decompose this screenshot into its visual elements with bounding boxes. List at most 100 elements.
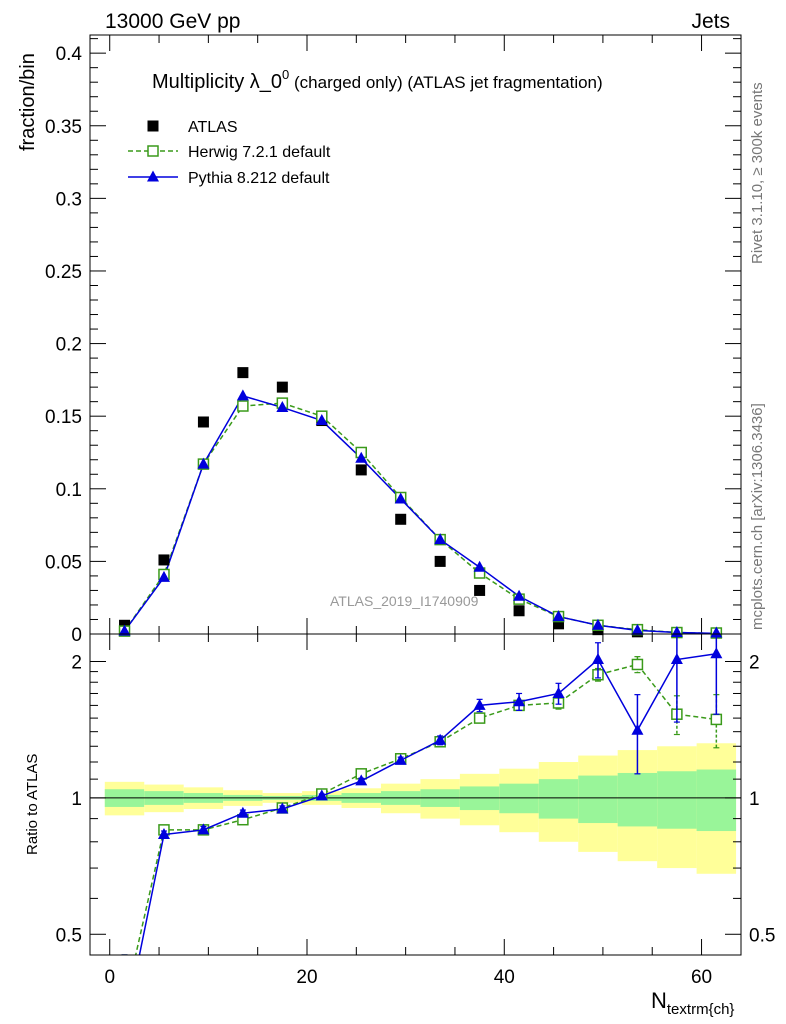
title-rest: (charged only) (ATLAS jet fragmentation) [289,73,602,92]
ratio-xtick-label: 20 [296,967,317,988]
ratio-pythia-point [552,686,565,698]
ratio-panel: 0.5 0.51 12 20 20 40 60 Ratio to ATLAS Ntextrm… [24,633,775,1018]
legend-label-data: ATLAS [188,119,238,136]
pythia-point [355,451,368,463]
pythia-point [473,560,486,572]
ratio-pythia-line [138,653,717,955]
ratio-pythia-point [394,753,407,765]
main-panel: 0 0.05 0.1 0.15 0.2 0.25 0.3 0.35 0.4 ATLAS_2019… [17,34,742,646]
ratio-herwig-point [710,713,723,726]
ratio-band-inner [578,775,618,824]
ratio-ytick-label-right: 1 [749,789,760,810]
data-point [237,367,249,379]
ratio-band-inner [617,772,658,827]
data-point [276,381,288,393]
main-ytick-label: 0 [71,625,82,646]
ratio-pythia-point [236,806,249,818]
data-point [474,584,486,596]
ratio-herwig-point [473,712,486,724]
pythia-line [123,394,717,635]
ratio-xtick-label: 40 [494,967,515,988]
ratio-pythia-point [670,653,683,665]
ratio-ytick-label: 2 [71,652,82,673]
ratio-pythia-point [710,647,723,659]
pythia-point [434,533,447,545]
data-point [553,618,565,630]
legend-marker-pythia [147,170,159,182]
rivet-label: Rivet 3.1.10, ≥ 300k events [749,82,766,264]
ratio-band-inner [538,779,579,819]
legend-label-herwig: Herwig 7.2.1 default [188,144,331,161]
data-point [434,555,446,567]
main-ytick-label: 0.2 [56,335,82,356]
legend-label-pythia: Pythia 8.212 default [188,170,330,187]
pythia-point [315,414,328,426]
main-ytick-label: 0.1 [56,480,82,501]
legend: ATLAS Herwig 7.2.1 default Pythia 8.212 de… [128,119,331,187]
herwig-point [237,400,249,412]
ratio-pythia-point [631,723,644,735]
ratio-data-layer [121,634,723,955]
ratio-xtick-label: 60 [691,967,712,988]
title-main: Multiplicity λ_0 [152,71,282,93]
ratio-ytick-label: 1 [71,789,82,810]
pythia-point [710,626,723,638]
title-sup: 0 [282,67,289,82]
ratio-pythia-point [355,774,368,786]
analysis-watermark: ATLAS_2019_I1740909 [330,593,479,609]
ratio-pythia-point [591,653,604,665]
main-ytick-label: 0.35 [45,117,82,138]
data-point [355,464,367,476]
legend-marker-data [147,120,159,132]
ratio-herwig-point [631,658,644,671]
ratio-pythia-point [434,733,447,745]
main-axis-ticks: 0 0.05 0.1 0.15 0.2 0.25 0.3 0.35 0.4 [45,35,741,646]
ratio-ytick-label-right: 2 [749,652,760,673]
ratio-xtick-label: 0 [104,967,115,988]
category-label: Jets [691,10,730,33]
collision-label: 13000 GeV pp [105,10,240,33]
pythia-point [197,457,210,469]
ratio-band-inner [499,783,539,814]
ratio-ytick-label: 0.5 [56,925,82,946]
pythia-point [236,389,249,401]
ratio-pythia-point [157,828,170,840]
ratio-band-inner [657,771,697,829]
data-point [158,554,170,566]
pythia-point [118,624,131,636]
main-ytick-label: 0.4 [56,44,83,65]
ratio-band-inner [696,769,737,832]
ratio-uncertainty-bands [90,743,741,874]
mcplots-label: mcplots.cern.ch [arXiv:1306.3436] [749,403,766,630]
ratio-pythia-point [513,695,526,707]
ratio-pythia-point [276,802,289,814]
pythia-point [552,610,565,622]
chart-title: Multiplicity λ_00 (charged only) (ATLAS … [152,67,603,93]
pythia-point [631,623,644,635]
main-ytick-label: 0.15 [45,407,82,428]
pythia-point [394,492,407,504]
main-ytick-label: 0.3 [56,189,82,210]
data-point [513,605,525,617]
data-point [197,416,209,428]
main-ytick-label: 0.05 [45,552,82,573]
ratio-pythia-point [473,698,486,710]
legend-marker-herwig [147,145,159,157]
pythia-point [157,570,170,582]
data-point [395,513,407,525]
ratio-y-axis-label: Ratio to ATLAS [24,754,41,855]
pythia-point [513,589,526,601]
ratio-pythia-point [197,823,210,835]
main-data-layer [118,367,723,639]
ratio-axis-ticks: 0.5 0.51 12 20 20 40 60 [56,634,775,988]
ratio-ytick-label-right: 0.5 [749,925,775,946]
pythia-point [276,400,289,412]
x-axis-label-n: N [651,988,667,1013]
ratio-pythia-point [315,789,328,801]
y-axis-label: fraction/bin [17,53,39,151]
ratio-frame [89,633,742,956]
main-ytick-label: 0.25 [45,262,82,283]
x-axis-label-sub: textrm{ch} [667,1001,735,1018]
x-axis-label: Ntextrm{ch} [651,988,734,1018]
